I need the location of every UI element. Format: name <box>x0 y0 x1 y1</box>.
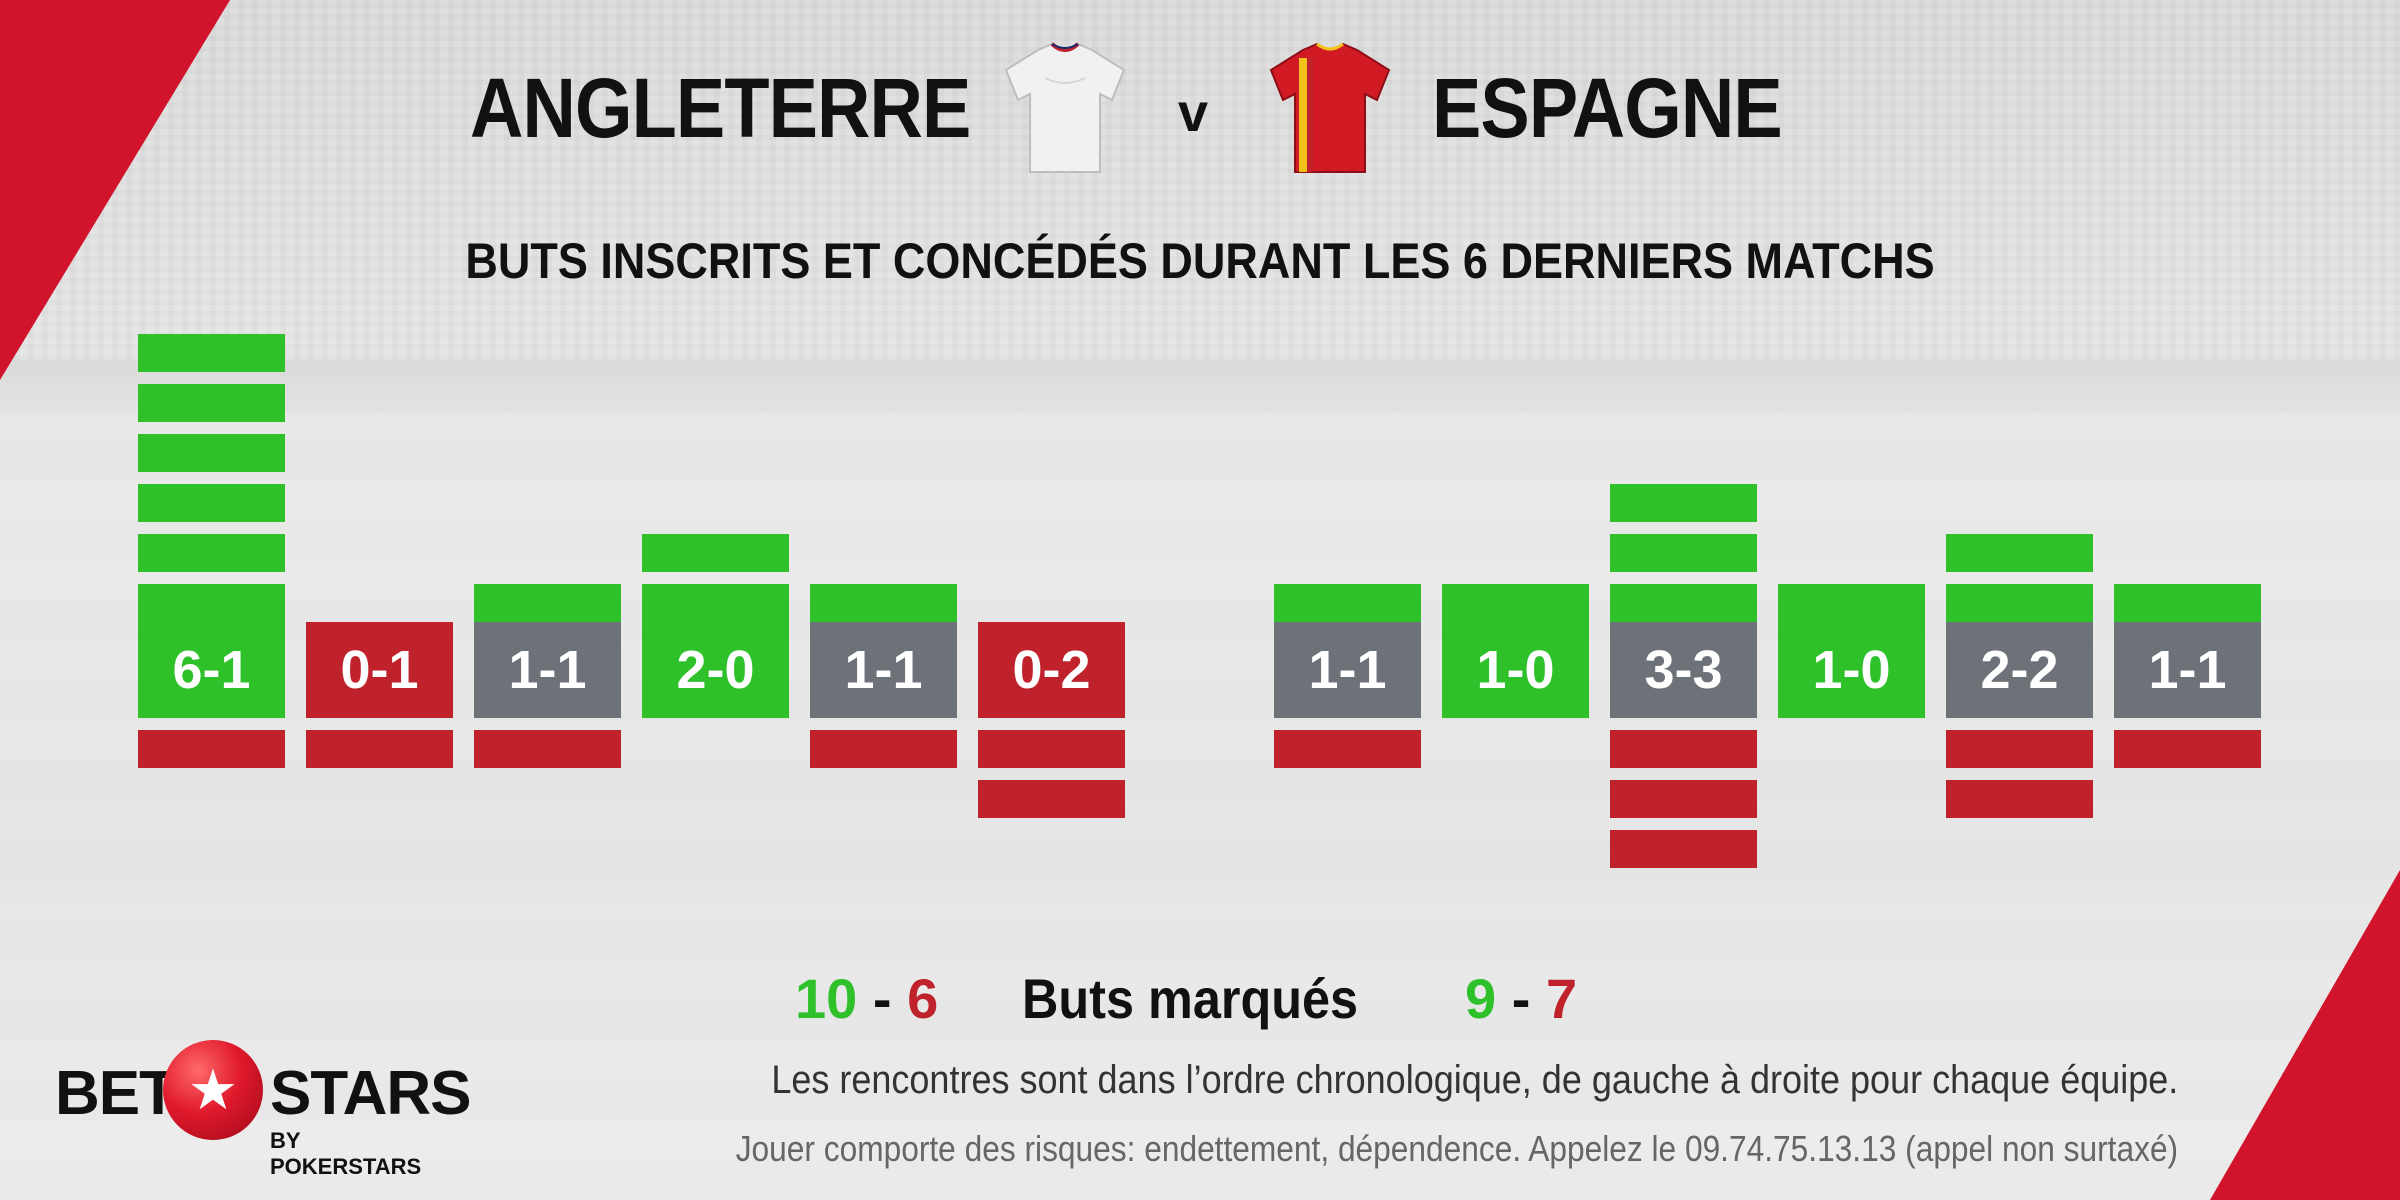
versus-label: v <box>1178 83 1209 143</box>
goal-scored-block <box>1610 484 1757 522</box>
goal-conceded-block <box>474 730 621 768</box>
goal-scored-block <box>1274 584 1421 622</box>
goal-conceded-block <box>1610 780 1757 818</box>
score-tile: 2-0 <box>642 622 789 718</box>
white-shirt-icon <box>1004 42 1126 173</box>
goal-scored-block <box>138 534 285 572</box>
goal-conceded-block <box>2114 730 2261 768</box>
goal-scored-block <box>1946 534 2093 572</box>
logo-stars-text: STARS <box>270 1059 472 1128</box>
logo-bet-text: BET <box>55 1059 177 1128</box>
gambling-disclaimer: Jouer comporte des risques: endettement,… <box>735 1128 2178 1169</box>
score-tile: 6-1 <box>138 622 285 718</box>
goal-scored-block <box>474 584 621 622</box>
goal-scored-block <box>1946 584 2093 622</box>
goal-conceded-block <box>1610 830 1757 868</box>
star-ball-icon: ★ <box>163 1040 263 1140</box>
goals-total-label: Buts marqués <box>1022 967 1359 1030</box>
goal-scored-block <box>138 434 285 472</box>
home-goals-conceded: 6 <box>907 967 939 1030</box>
goal-scored-block <box>138 484 285 522</box>
score-tile: 1-0 <box>1442 622 1589 718</box>
goal-scored-block <box>1778 584 1925 622</box>
goal-scored-block <box>642 534 789 572</box>
background-crowd <box>0 0 2400 360</box>
goal-scored-block <box>2114 584 2261 622</box>
betstars-logo: BET ★ STARS BY POKERSTARS <box>55 1040 472 1179</box>
score-tile: 1-1 <box>810 622 957 718</box>
home-goals-total: 10 - 6 <box>795 966 938 1031</box>
score-tile: 1-1 <box>1274 622 1421 718</box>
score-tile: 2-2 <box>1946 622 2093 718</box>
goal-scored-block <box>138 384 285 422</box>
goal-conceded-block <box>1946 730 2093 768</box>
goal-scored-block <box>138 334 285 372</box>
score-tile: 1-1 <box>474 622 621 718</box>
goal-scored-block <box>1610 534 1757 572</box>
goal-conceded-block <box>978 730 1125 768</box>
goal-scored-block <box>642 584 789 622</box>
score-tile: 0-1 <box>306 622 453 718</box>
goal-conceded-block <box>978 780 1125 818</box>
chronology-note: Les rencontres sont dans l’ordre chronol… <box>771 1058 2178 1102</box>
goal-conceded-block <box>306 730 453 768</box>
goal-conceded-block <box>810 730 957 768</box>
score-tile: 0-2 <box>978 622 1125 718</box>
red-shirt-icon <box>1269 42 1391 173</box>
away-team-name: ESPAGNE <box>1432 61 1783 155</box>
away-goals-conceded: 7 <box>1545 967 1578 1030</box>
away-goals-total: 9 - 7 <box>1465 966 1577 1031</box>
goal-scored-block <box>1442 584 1589 622</box>
away-goals-scored: 9 <box>1465 967 1497 1030</box>
goal-scored-block <box>810 584 957 622</box>
background-advertising-boards <box>0 360 2400 412</box>
logo-subtitle: BY POKERSTARS <box>270 1128 422 1179</box>
goal-conceded-block <box>1274 730 1421 768</box>
goal-conceded-block <box>1946 780 2093 818</box>
goal-conceded-block <box>1610 730 1757 768</box>
score-tile: 3-3 <box>1610 622 1757 718</box>
score-tile: 1-1 <box>2114 622 2261 718</box>
home-goals-separator: - <box>872 967 892 1030</box>
goal-conceded-block <box>138 730 285 768</box>
home-goals-scored: 10 <box>795 967 858 1030</box>
away-goals-separator: - <box>1511 967 1531 1030</box>
chart-subtitle: BUTS INSCRITS ET CONCÉDÉS DURANT LES 6 D… <box>465 233 1935 289</box>
goal-scored-block <box>1610 584 1757 622</box>
goal-scored-block <box>138 584 285 622</box>
score-tile: 1-0 <box>1778 622 1925 718</box>
home-team-name: ANGLETERRE <box>470 61 971 155</box>
